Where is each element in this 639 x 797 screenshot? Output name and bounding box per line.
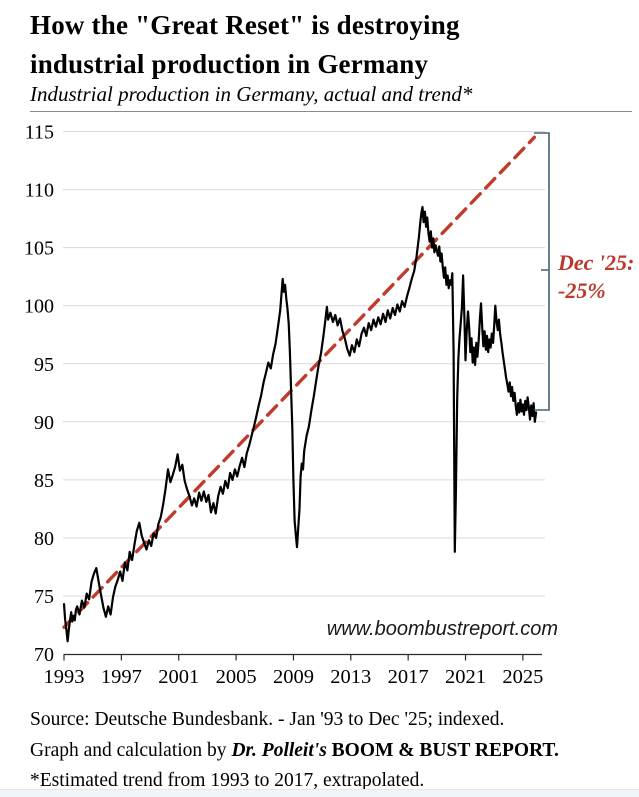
y-tick-label: 75 [34,586,54,608]
watermark-url: www.boombustreport.com [326,618,558,640]
x-tick-label: 2001 [158,666,199,688]
x-tick-label: 2017 [388,666,429,688]
title-line-1: How the "Great Reset" is destroying [30,10,460,40]
title-line-2: industrial production in Germany [30,49,429,79]
x-tick-label: 2025 [502,666,543,688]
x-tick-label: 2005 [216,666,257,688]
y-tick-label: 110 [25,180,54,202]
bottom-bar [0,789,639,797]
gap-annotation-line2: -25% [558,278,606,303]
x-tick-label: 1997 [101,666,142,688]
trend-line [62,135,537,629]
footer: Source: Deutsche Bundesbank. - Jan '93 t… [30,705,630,797]
x-tick-label: 2013 [330,666,371,688]
y-tick-label: 85 [34,470,54,492]
y-tick-label: 95 [34,354,54,376]
gap-bracket [534,132,550,411]
actual-series-line [62,205,538,643]
credit-author: Dr. Polleit's [231,739,327,761]
gap-annotation-line1: Dec '25: [558,250,635,275]
page-title: How the "Great Reset" is destroying indu… [30,6,610,84]
y-tick-label: 80 [34,528,54,550]
chart-subtitle: Industrial production in Germany, actual… [30,82,473,106]
source-line: Source: Deutsche Bundesbank. - Jan '93 t… [30,709,505,730]
x-tick-label: 1993 [44,666,85,688]
y-tick-label: 115 [25,122,54,144]
gap-annotation: Dec '25: -25% [558,249,638,305]
credit-prefix: Graph and calculation by [30,739,232,761]
y-tick-label: 105 [24,238,54,260]
y-tick-label: 70 [34,644,54,666]
x-tick-label: 2009 [273,666,314,688]
y-tick-label: 90 [34,412,54,434]
y-tick-label: 100 [24,296,54,318]
footnote-line: *Estimated trend from 1993 to 2017, extr… [30,770,425,791]
header-divider [30,111,632,112]
x-tick-label: 2021 [445,666,486,688]
credit-line: Graph and calculation by Dr. Polleit's B… [30,736,630,767]
credit-report: BOOM & BUST REPORT. [326,739,559,761]
